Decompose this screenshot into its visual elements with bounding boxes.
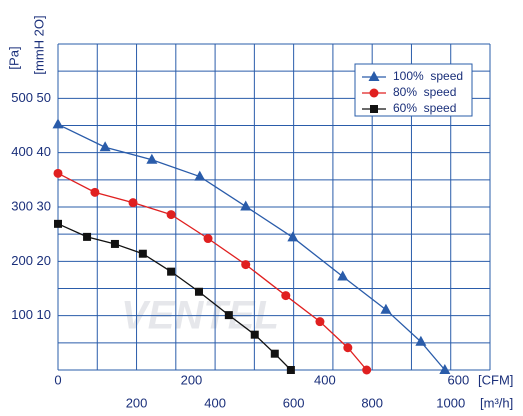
x-tick-label: 1000 [436,395,465,410]
marker [167,267,176,276]
x2-tick-label: 400 [314,372,336,387]
y-tick-label: 100 [11,307,33,322]
marker [128,198,138,208]
marker [52,118,64,129]
marker [83,232,92,241]
series-line [57,223,292,371]
marker [240,200,252,211]
marker [287,231,299,242]
y2-tick-label: 10 [37,307,51,322]
legend-label: 80% speed [393,85,456,99]
marker [250,330,259,339]
y2-tick-label: 50 [37,90,51,105]
marker [370,105,378,113]
marker [337,270,349,281]
marker [286,366,295,374]
y2-tick-label: 30 [37,198,51,213]
marker [270,349,279,358]
marker [54,219,62,228]
marker [380,303,392,314]
legend-label: 100% speed [393,69,463,83]
marker [343,343,353,353]
x2-axis-title: [CFM] [478,372,513,387]
marker [194,170,206,181]
y2-tick-label: 40 [37,144,51,159]
marker [415,335,427,346]
marker [368,71,380,81]
marker [110,239,119,248]
marker [241,260,251,270]
marker [53,168,63,178]
y2-tick-label: 20 [37,253,51,268]
marker [362,365,372,375]
y2-axis-title: [mmH 2O] [31,15,46,74]
x2-tick-label: 600 [448,372,470,387]
x2-tick-label: 0 [54,372,61,387]
y-tick-label: 200 [11,253,33,268]
y-tick-label: 300 [11,198,33,213]
marker [146,153,158,164]
x2-tick-label: 200 [181,372,203,387]
marker [439,364,451,374]
x-tick-label: 600 [283,395,305,410]
marker [203,234,213,244]
marker [224,311,233,320]
legend-label: 60% speed [393,101,456,115]
marker [99,141,111,152]
y-tick-label: 400 [11,144,33,159]
series-line [57,172,368,371]
marker [138,249,147,258]
y-axis-title: [Pa] [6,46,21,69]
marker [281,291,291,301]
series-line [57,123,446,371]
x-tick-label: 400 [204,395,226,410]
marker [315,317,325,327]
marker [166,210,176,220]
y-tick-label: 500 [11,90,33,105]
x-tick-label: 200 [126,395,148,410]
x-axis-title: [m³/h] [480,395,513,410]
marker [90,187,100,197]
x-tick-label: 800 [361,395,383,410]
marker [194,287,203,296]
marker [369,88,379,98]
